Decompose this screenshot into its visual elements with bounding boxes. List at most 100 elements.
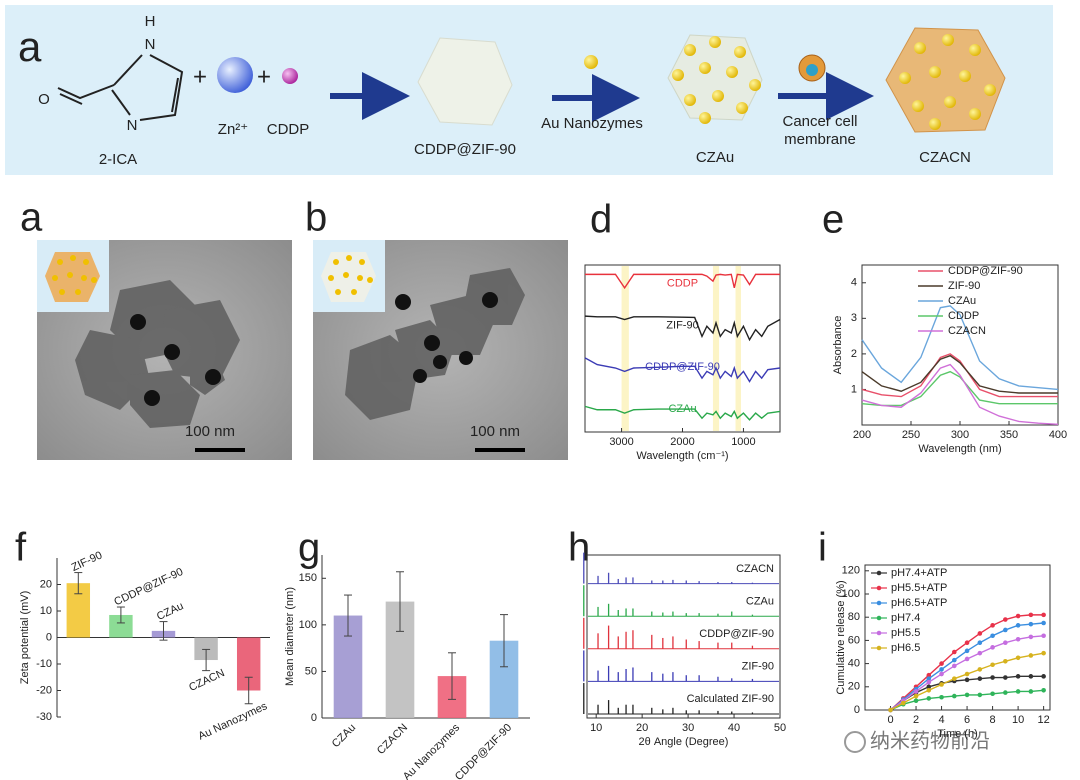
x-axis-label: Time (h) (937, 728, 978, 740)
y-tick-label: 10 (40, 605, 52, 617)
category-label: CZAu (330, 722, 358, 750)
atom: O (38, 91, 50, 108)
x-tick-label: 0 (887, 714, 893, 726)
series-label: ZIF-90 (666, 319, 698, 331)
marker (952, 663, 957, 669)
panel-label: f (15, 526, 27, 570)
y-tick-label: 80 (848, 611, 860, 623)
panel-label: e (822, 198, 844, 242)
scale-bar-label: 100 nm (185, 423, 235, 440)
plot-frame (586, 554, 781, 719)
gold-particle (584, 55, 598, 69)
marker (990, 662, 995, 668)
gold-dots (899, 34, 996, 130)
marker (1028, 653, 1034, 658)
highlight-band (712, 266, 720, 431)
marker (952, 693, 957, 699)
legend-label: pH7.4+ATP (891, 567, 947, 579)
x-tick-label: 250 (902, 429, 920, 441)
reagent: Zn²⁺ (218, 121, 248, 138)
x-tick-label: 40 (728, 722, 740, 734)
y-axis-label: Absorbance (832, 316, 844, 375)
highlight-band (735, 266, 741, 431)
tem-a: a 100 nm (20, 196, 292, 460)
x-axis-label: Wavelength (cm⁻¹) (636, 450, 728, 462)
marker (977, 640, 983, 646)
bar (66, 583, 91, 638)
marker (1028, 621, 1034, 627)
marker (964, 677, 970, 683)
marker (939, 661, 944, 666)
y-axis-label: Mean diameter (nm) (284, 587, 296, 686)
x-tick-label: 3000 (609, 436, 633, 448)
marker (913, 698, 919, 704)
x-tick-label: 6 (964, 714, 970, 726)
marker (952, 657, 957, 663)
marker (888, 707, 893, 713)
x-tick-label: 2 (913, 714, 919, 726)
series-line (584, 405, 781, 421)
y-tick-label: 100 (842, 588, 860, 600)
plus: + (257, 63, 271, 90)
x-tick-label: 12 (1037, 714, 1049, 726)
watermark-text: 纳米药物前沿 (870, 729, 990, 752)
marker (939, 682, 944, 687)
marker (1015, 689, 1021, 694)
category-label: CZACN (375, 722, 410, 757)
panel-label: i (818, 526, 827, 570)
tem-b: b 100 nm (305, 196, 568, 460)
y-tick-label: 20 (40, 578, 52, 590)
marker (964, 648, 970, 654)
legend-label: pH6.5+ATP (891, 597, 947, 609)
legend-label: CZACN (948, 325, 986, 337)
x-tick-label: 300 (951, 429, 969, 441)
reagent: CDDP (267, 121, 310, 138)
legend-label: CDDP@ZIF-90 (948, 265, 1023, 277)
x-axis-label: 2θ Angle (Degree) (639, 736, 729, 748)
panel-label: b (305, 196, 327, 240)
y-tick-label: 2 (851, 348, 857, 360)
y-tick-label: 3 (851, 312, 857, 324)
y-tick-label: -30 (36, 711, 52, 723)
bar (236, 637, 261, 691)
plus: + (193, 63, 207, 90)
marker (1028, 634, 1034, 640)
marker (1003, 675, 1008, 680)
marker (1041, 612, 1046, 618)
marker (900, 700, 906, 706)
marker (926, 684, 932, 690)
highlight-band (621, 266, 629, 431)
series-label: ZIF-90 (742, 661, 774, 673)
legend-marker (876, 645, 882, 651)
zif-crystal (417, 37, 513, 126)
reagent: Au Nanozymes (541, 115, 643, 132)
cell-nucleus (806, 64, 818, 76)
category-label: ZIF-90 (70, 549, 104, 574)
legend-label: CDDP (948, 310, 979, 322)
x-tick-label: 2000 (670, 436, 694, 448)
molecule-bonds (57, 54, 184, 121)
marker (964, 656, 970, 662)
y-tick-label: 120 (842, 565, 860, 577)
legend-marker (876, 615, 882, 621)
marker (913, 693, 919, 699)
atom: N (127, 117, 138, 134)
series-label: CZACN (736, 563, 774, 575)
x-tick-label: 1000 (731, 436, 755, 448)
x-tick-label: 10 (1012, 714, 1024, 726)
marker (926, 679, 932, 685)
x-tick-label: 350 (1000, 429, 1018, 441)
series-line (861, 354, 1058, 394)
marker (990, 645, 995, 650)
y-tick-label: 100 (299, 619, 317, 631)
panel-label: a (18, 23, 42, 70)
category-label: Au Nanozymes (197, 700, 270, 743)
marker (1041, 620, 1046, 626)
x-tick-label: 50 (774, 722, 786, 734)
marker (990, 633, 995, 639)
marker (964, 692, 970, 698)
x-tick-label: 4 (938, 714, 944, 726)
marker (1015, 674, 1021, 679)
series-line (584, 315, 781, 342)
product: CZAu (696, 149, 734, 166)
